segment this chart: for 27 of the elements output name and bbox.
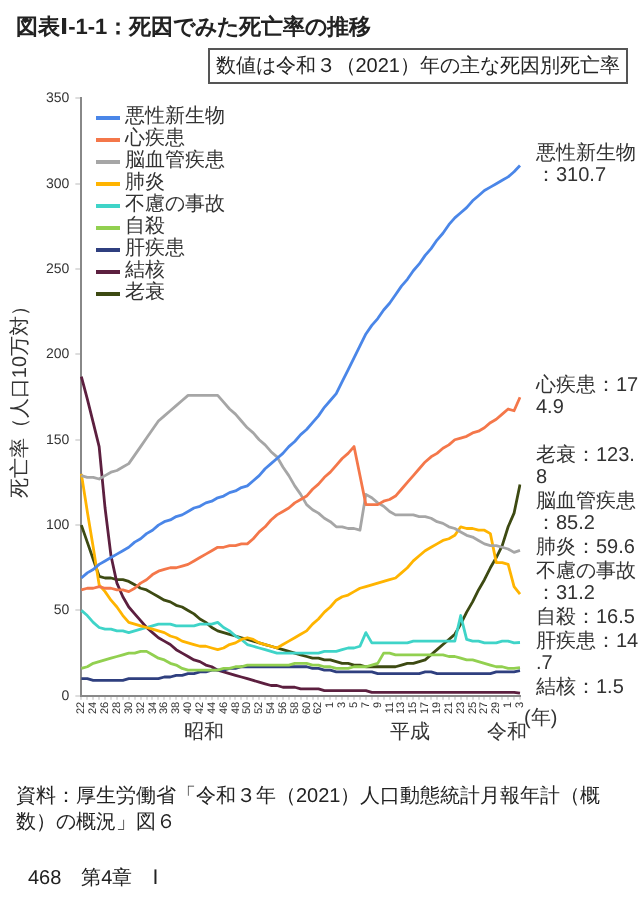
text: 結核：1.5: [534, 675, 625, 700]
y-axis-title: 死亡率（人口10万対）: [7, 295, 32, 499]
legend-label: 肺炎: [125, 172, 166, 195]
text: 資料：厚生労働省「令和３年（2021）人口動態統計月報年計（概数）の概況」図６: [16, 784, 603, 836]
legend-label: 老衰: [125, 282, 166, 305]
text: (年): [524, 705, 558, 730]
legend-label: 不慮の事故: [125, 194, 226, 217]
text: 肝疾患：14.7: [536, 629, 640, 676]
legend-label: 結核: [125, 260, 166, 283]
text: 昭和: [184, 719, 225, 746]
text: 468 第4章 Ⅰ: [28, 865, 159, 892]
chart-subtitle: 数値は令和３（2021）年の主な死因別死亡率: [207, 48, 628, 84]
text: 老衰：123.8: [536, 443, 635, 490]
text: 自殺：16.5: [536, 605, 636, 630]
legend-label: 脳血管疾患: [125, 150, 226, 173]
text: 令和: [486, 721, 527, 746]
text: 肺炎：59.6: [536, 535, 636, 560]
text: 脳血管疾患：85.2: [536, 489, 636, 536]
text: 平成: [390, 719, 431, 746]
legend-label: 悪性新生物: [125, 106, 226, 129]
legend-label: 肝疾患: [125, 238, 186, 261]
legend-label: 心疾患: [125, 128, 186, 151]
text: 不慮の事故：31.2: [536, 559, 636, 606]
text: 悪性新生物：310.7: [534, 140, 636, 187]
chart-title: 図表Ⅰ-1-1：死因でみた死亡率の推移: [16, 13, 372, 42]
legend-label: 自殺: [125, 216, 166, 239]
text: 心疾患：174.9: [534, 372, 640, 419]
